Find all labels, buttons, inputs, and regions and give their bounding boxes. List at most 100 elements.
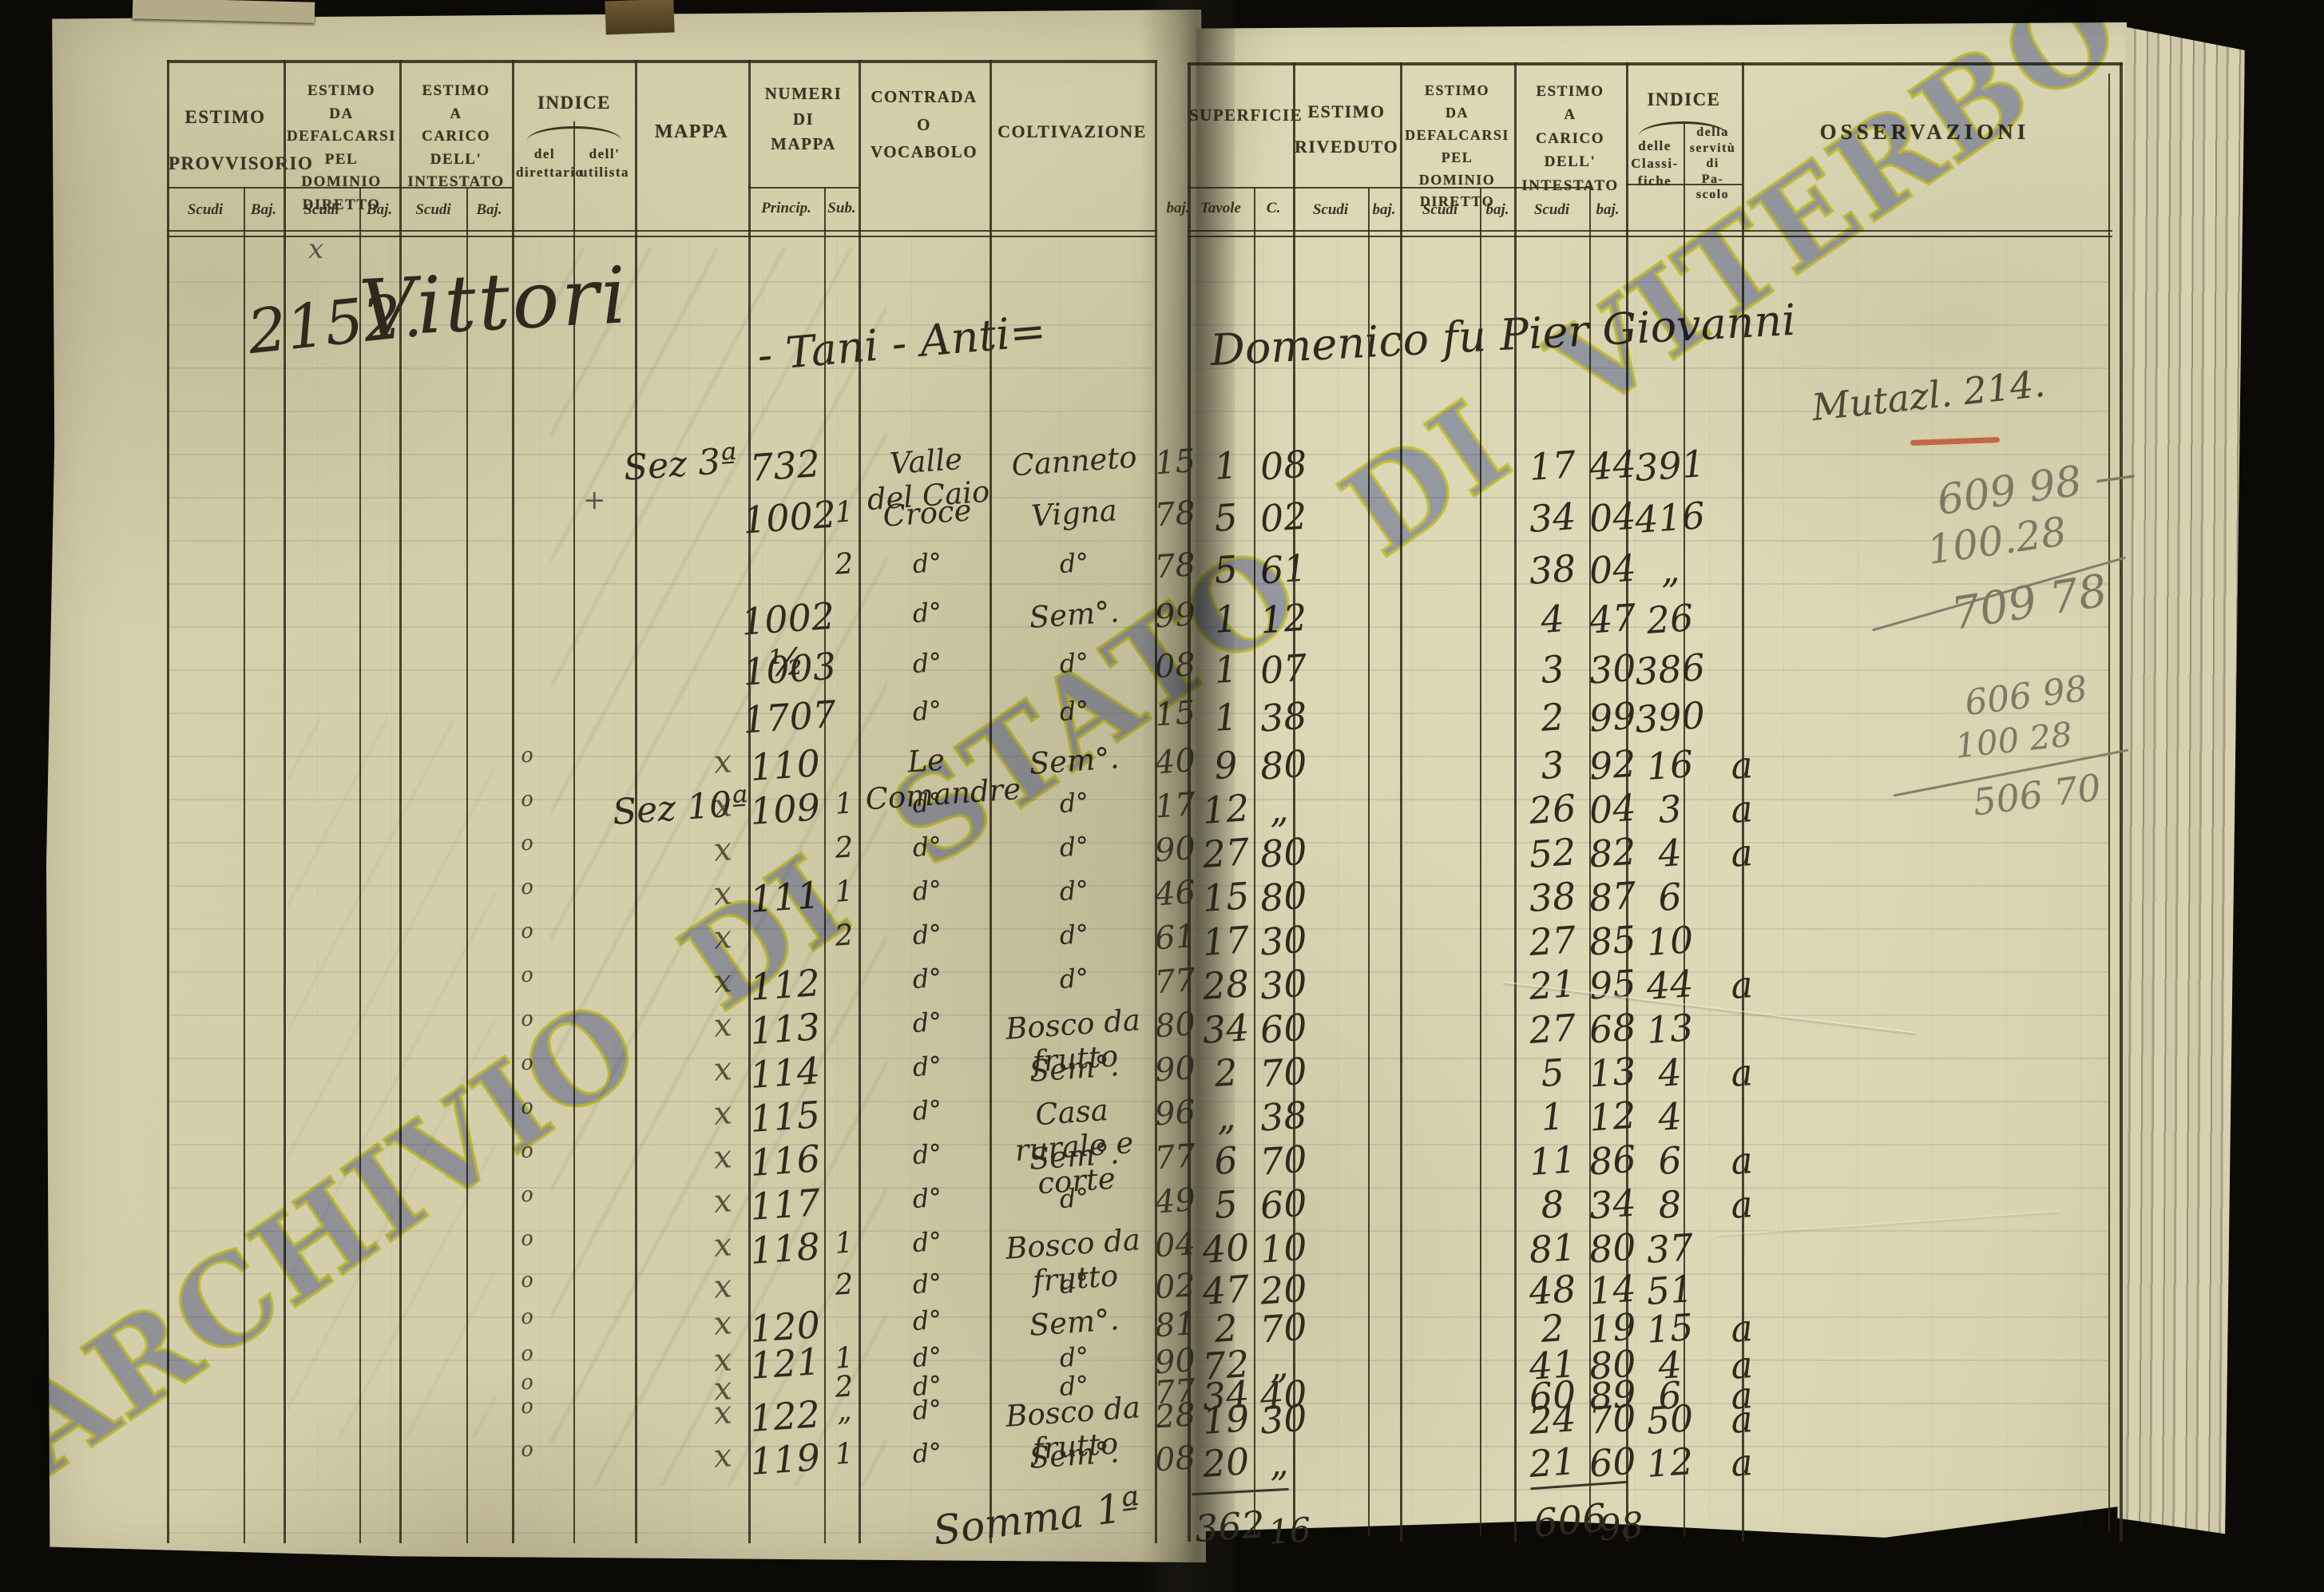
- indice-classifica: 391: [1633, 442, 1707, 490]
- superficie-c: 60: [1259, 1181, 1309, 1228]
- indice-classifica: 50: [1644, 1396, 1695, 1443]
- map-number-principal: 117: [748, 1181, 822, 1229]
- row-rule: [1188, 230, 2112, 232]
- header-estimo-carico: ESTIMO A CARICO DELL' INTESTATO: [1521, 83, 1619, 194]
- estimo-carico-baj: 34: [1588, 1181, 1638, 1228]
- spine-column-digits: 77: [1153, 1137, 1197, 1177]
- map-number-sub: 1: [834, 875, 855, 909]
- superficie-tavole: 40: [1200, 1225, 1251, 1272]
- indice-classifica: 4: [1656, 1050, 1684, 1095]
- subheader-baj: Baj.: [476, 201, 502, 218]
- header-indice-utilista: dell' utilista: [579, 146, 630, 180]
- header-estimo-riveduto: ESTIMO RIVEDUTO: [1295, 101, 1399, 157]
- row-rule: [167, 230, 1157, 232]
- spine-column-digits: 78: [1153, 546, 1197, 586]
- superficie-c: „: [1267, 1440, 1290, 1485]
- contrada-value: d°: [911, 1304, 943, 1337]
- estimo-carico-scudi: 81: [1527, 1225, 1578, 1272]
- indice-classifica: 4: [1656, 831, 1684, 875]
- total-c: 16: [1267, 1510, 1313, 1552]
- column-rule: [466, 188, 468, 1543]
- spine-column-digits: 49: [1153, 1181, 1197, 1221]
- estimo-carico-baj: 85: [1588, 917, 1638, 964]
- subheader-princip: Princip.: [761, 200, 811, 216]
- superficie-tavole: 12: [1200, 786, 1251, 832]
- superficie-c: 07: [1259, 645, 1309, 693]
- column-rule: [1400, 62, 1402, 1542]
- indice-classifica: 26: [1644, 596, 1695, 642]
- row-rule: [1188, 62, 2123, 66]
- subheader-tavole: Tavole: [1200, 200, 1241, 216]
- spine-column-digits: 99: [1153, 596, 1197, 636]
- subheader-baj: baj.: [1596, 201, 1620, 218]
- superficie-c: 80: [1259, 829, 1309, 876]
- map-check-mark: x: [712, 1138, 733, 1177]
- superficie-c: 12: [1259, 595, 1309, 642]
- map-check-mark: x: [712, 1226, 733, 1264]
- total-scudi: 606: [1531, 1495, 1608, 1546]
- contrada-value: d°: [911, 646, 943, 680]
- estimo-carico-baj: 99: [1588, 693, 1638, 740]
- section-label: Sez 10ª: [611, 783, 750, 833]
- column-rule: [1514, 62, 1517, 1542]
- direttario-mark: o: [520, 743, 534, 768]
- contrada-value: d°: [911, 874, 943, 907]
- contrada-value: d°: [911, 1436, 943, 1470]
- estimo-carico-baj: 68: [1588, 1005, 1638, 1052]
- column-rule: [1368, 188, 1370, 1536]
- column-rule: [1480, 188, 1481, 1536]
- subheader-baj: Baj.: [250, 201, 277, 218]
- column-rule: [989, 60, 992, 1543]
- indice-classifica: 10: [1644, 918, 1695, 964]
- estimo-carico-scudi: 3: [1539, 647, 1566, 692]
- spine-column-digits: 78: [1153, 494, 1197, 534]
- indice-brace: [1639, 121, 1728, 136]
- header-estimo-carico: ESTIMO A CARICO DELL' INTESTATO: [407, 82, 505, 190]
- superficie-tavole: 6: [1212, 1138, 1239, 1183]
- subheader-baj: Baj.: [366, 201, 393, 218]
- estimo-carico-scudi: 5: [1539, 1050, 1566, 1095]
- column-rule: [2108, 73, 2110, 1532]
- column-rule: [284, 60, 286, 1543]
- header-estimo-provvisorio: ESTIMO PROVVISORIO: [169, 107, 314, 173]
- servitu-pascolo-mark: a: [1729, 1050, 1755, 1095]
- indice-classifica: 13: [1644, 1006, 1695, 1052]
- superficie-c: 30: [1259, 961, 1309, 1008]
- indice-classifica: 390: [1633, 693, 1707, 741]
- subheader-scudi: Scudi: [415, 201, 451, 218]
- indice-classifica: 3: [1656, 787, 1684, 832]
- header-osservazioni: OSSERVAZIONI: [1819, 120, 2030, 144]
- spine-column-digits: 77: [1153, 962, 1197, 1002]
- superficie-c: „: [1267, 787, 1290, 832]
- estimo-carico-baj: 60: [1588, 1439, 1638, 1486]
- estimo-carico-scudi: 27: [1527, 918, 1578, 964]
- superficie-tavole: „: [1215, 1094, 1237, 1139]
- column-rule: [1155, 60, 1157, 1543]
- map-number-principal: 1003: [741, 644, 838, 694]
- superficie-tavole: 17: [1200, 918, 1251, 964]
- map-check-mark: x: [712, 1268, 733, 1306]
- column-rule: [1293, 62, 1295, 1542]
- estimo-carico-scudi: 17: [1527, 443, 1578, 489]
- map-number-sub: 2: [834, 919, 855, 953]
- column-rule: [399, 60, 402, 1543]
- map-check-mark: x: [712, 919, 733, 957]
- map-check-mark: x: [712, 743, 733, 781]
- map-check-mark: x: [712, 1006, 733, 1045]
- spine-column-digits: 02: [1153, 1267, 1197, 1307]
- servitu-pascolo-mark: a: [1729, 1397, 1755, 1442]
- direttario-mark: o: [520, 1050, 534, 1076]
- estimo-carico-scudi: 34: [1527, 494, 1578, 541]
- header-numeri-di-mappa: NUMERI DI MAPPA: [764, 84, 843, 153]
- row-rule: [748, 187, 859, 189]
- direttario-mark: o: [520, 875, 534, 900]
- header-estimo-defalcarsi: ESTIMO DA DEFALCARSI PEL DOMINIO DIRETTO: [1405, 82, 1509, 210]
- ledger-row-right: 08 1 07 3 30 386: [1118, 645, 1781, 701]
- estimo-carico-scudi: 38: [1527, 546, 1578, 593]
- superficie-tavole: 15: [1200, 874, 1251, 920]
- superficie-tavole: 1: [1212, 695, 1239, 740]
- spine-column-digits: 40: [1153, 742, 1197, 782]
- estimo-carico-scudi: 1: [1539, 1094, 1566, 1139]
- direttario-mark: o: [520, 1226, 534, 1252]
